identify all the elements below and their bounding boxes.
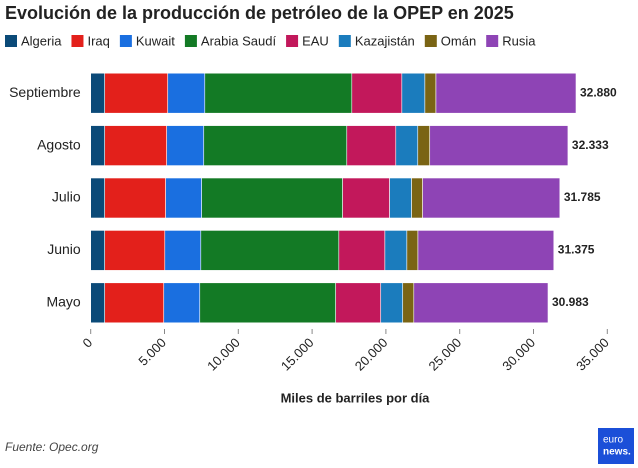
bar-segment	[351, 72, 403, 114]
bar-segment	[384, 230, 408, 271]
bar-segment	[422, 177, 561, 219]
bar-segment	[402, 282, 415, 324]
bar-segment	[200, 230, 340, 271]
bar-segment	[411, 177, 423, 219]
bar-segment	[165, 177, 202, 219]
x-tick-label: 10.000	[204, 335, 243, 374]
bar-segment	[395, 125, 419, 166]
legend-swatch	[338, 35, 351, 47]
x-tick-label: 35.000	[573, 335, 612, 374]
x-tick-label: 25.000	[426, 335, 465, 374]
x-tick-label: 0	[80, 335, 96, 351]
total-label: 31.785	[564, 190, 601, 204]
total-label: 31.375	[558, 243, 595, 257]
x-tick-label: 5.000	[135, 335, 169, 369]
bar-segment	[335, 282, 382, 324]
x-axis-label: Miles de barriles por día	[281, 390, 431, 405]
legend-swatch	[184, 35, 197, 47]
legend-swatch	[71, 35, 84, 47]
bar-segment	[104, 177, 166, 219]
bar-segment	[199, 282, 337, 324]
legend-label: Iraq	[87, 33, 109, 48]
legend-swatch	[424, 35, 437, 47]
bar-segment	[413, 282, 549, 324]
legend-label: EAU	[302, 33, 329, 48]
x-tick-label: 15.000	[278, 335, 317, 374]
y-tick-label: Agosto	[37, 136, 81, 152]
legend-swatch	[119, 35, 132, 47]
bar-segment	[164, 230, 202, 271]
bar-segment	[90, 230, 106, 271]
legend-label: Kuwait	[136, 33, 175, 48]
x-tick-label: 20.000	[352, 335, 391, 374]
bar-segment	[90, 282, 106, 324]
bar-segment	[104, 230, 166, 271]
bar-segment	[429, 125, 569, 166]
bar-segment	[380, 282, 404, 324]
bar-segment	[104, 282, 165, 324]
bar-segment	[424, 72, 437, 114]
bar-segment	[346, 125, 397, 166]
bar-segment	[204, 72, 353, 114]
bar-segment	[104, 72, 169, 114]
bar-segment	[417, 230, 555, 271]
legend-swatch	[486, 35, 499, 47]
bar-segment	[401, 72, 426, 114]
legend-label: Rusia	[502, 33, 536, 48]
logo-text: news.	[603, 447, 631, 458]
total-label: 32.880	[580, 85, 617, 99]
logo-box	[598, 428, 634, 464]
logo-text: euro	[603, 435, 623, 446]
bar-segment	[104, 125, 168, 166]
bar-segment	[389, 177, 412, 219]
bar-segment	[201, 177, 343, 219]
bar-segment	[90, 72, 106, 114]
bar-segment	[90, 177, 106, 219]
bar-segment	[338, 230, 386, 271]
bar-segment	[406, 230, 419, 271]
legend-label: Omán	[441, 33, 476, 48]
y-tick-label: Mayo	[46, 294, 80, 310]
y-tick-label: Julio	[52, 189, 81, 205]
total-label: 30.983	[552, 295, 589, 309]
y-tick-label: Septiembre	[9, 84, 81, 100]
bar-segment	[163, 282, 201, 324]
bar-segment	[435, 72, 577, 114]
y-tick-label: Junio	[47, 241, 81, 257]
chart-title: Evolución de la producción de petróleo d…	[5, 3, 514, 23]
legend-swatch	[5, 35, 17, 47]
legend-label: Arabia Saudí	[201, 33, 277, 48]
total-label: 32.333	[572, 138, 609, 152]
bar-segment	[417, 125, 431, 166]
legend-label: Algeria	[21, 33, 62, 48]
x-tick-label: 30.000	[499, 335, 538, 374]
bar-segment	[90, 125, 106, 166]
legend-label: Kazajistán	[355, 33, 415, 48]
bar-segment	[167, 72, 206, 114]
legend-swatch	[286, 35, 299, 47]
bar-segment	[166, 125, 205, 166]
source: Fuente: Opec.org	[5, 440, 99, 454]
bar-segment	[342, 177, 390, 219]
bar-segment	[203, 125, 348, 166]
